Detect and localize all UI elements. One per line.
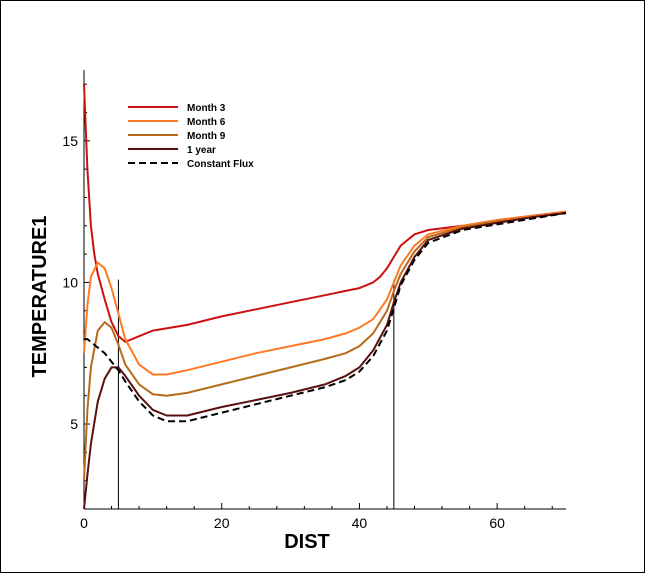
- axes: [83, 70, 566, 510]
- reference-lines: [117, 279, 395, 509]
- legend: Month 3 Month 6 Month 9 1 year Constant Flux: [128, 103, 254, 170]
- series-line: [83, 84, 567, 343]
- series-line: [83, 210, 567, 376]
- series-line: [84, 212, 567, 423]
- series-line: [83, 212, 567, 510]
- x-tick-label: 60: [489, 515, 505, 531]
- x-axis-title: DIST: [284, 531, 330, 553]
- y-tick-label: 10: [62, 274, 78, 290]
- legend-label: Constant Flux: [187, 159, 254, 170]
- series-lines: [83, 84, 567, 510]
- legend-label: Month 9: [187, 131, 226, 142]
- y-tick-label: 15: [62, 133, 78, 149]
- y-axis-title: TEMPERATURE1: [29, 216, 51, 378]
- legend-label: Month 3: [187, 103, 226, 114]
- tick-marks: 0 20 40 60 5 10 15: [62, 83, 553, 531]
- series-line: [83, 212, 567, 481]
- x-tick-label: 20: [214, 515, 230, 531]
- legend-label: 1 year: [187, 145, 216, 156]
- y-tick-label: 5: [70, 416, 78, 432]
- x-tick-label: 40: [352, 515, 368, 531]
- legend-label: Month 6: [187, 117, 226, 128]
- x-tick-label: 0: [80, 515, 88, 531]
